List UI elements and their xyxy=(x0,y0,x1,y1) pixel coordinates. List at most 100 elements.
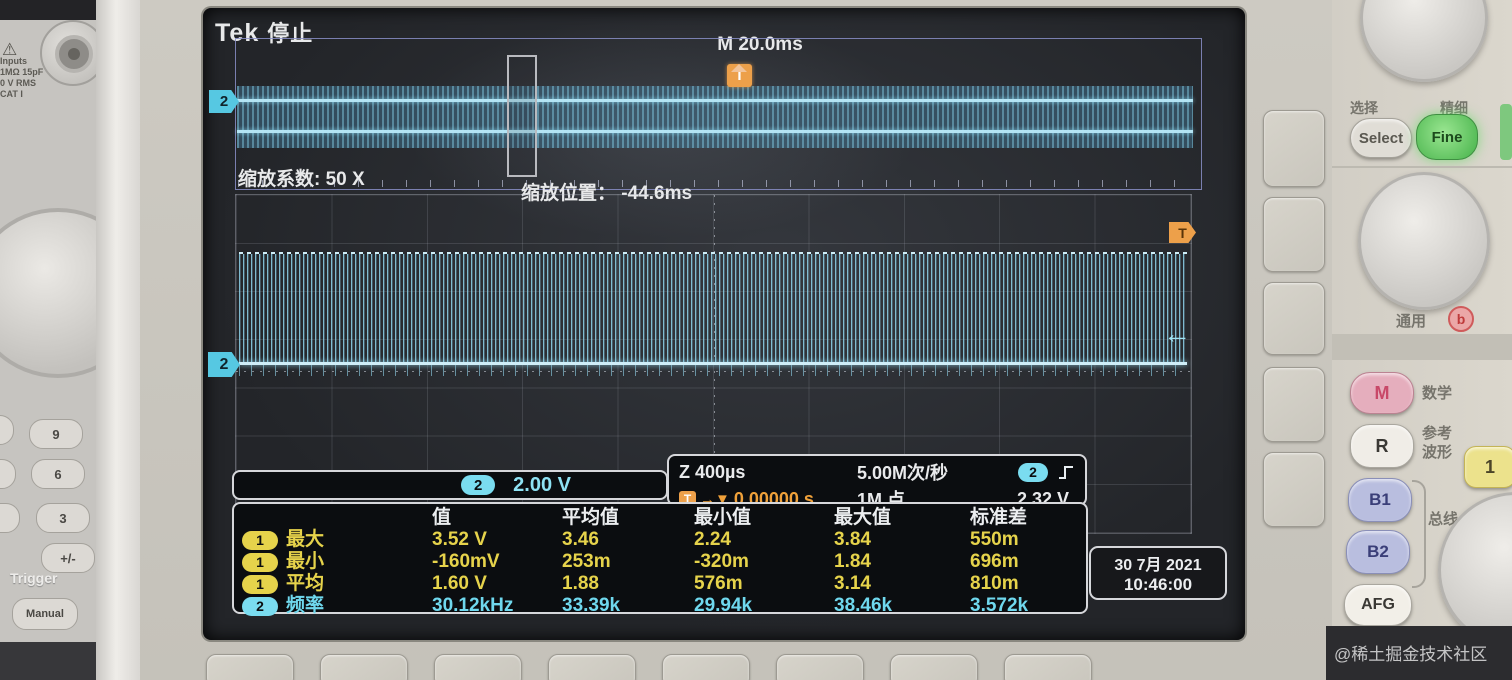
keypad-button-partial[interactable] xyxy=(0,503,20,533)
bus-label: 总线 xyxy=(1428,511,1459,528)
measurement-max: 3.14 xyxy=(834,573,871,594)
measurement-mean: 33.39k xyxy=(562,595,621,616)
spacer xyxy=(242,507,286,529)
side-menu-button-1[interactable] xyxy=(1263,110,1325,187)
keypad-button-9[interactable]: 9 xyxy=(29,419,83,449)
overview-waveform-top-edge xyxy=(237,99,1193,102)
channel2-badge: 2 xyxy=(242,596,278,616)
waveform-under-ticks xyxy=(239,365,1187,376)
tek-logo: Tek xyxy=(215,19,260,47)
measurement-value: 30.12kHz xyxy=(432,595,514,616)
panel-separator-band xyxy=(1332,334,1512,360)
bottom-menu-button-2[interactable] xyxy=(320,654,408,680)
time-readout: 10:46:00 xyxy=(1123,575,1193,594)
keypad-button-partial[interactable] xyxy=(0,459,16,489)
bottom-menu-button-6[interactable] xyxy=(776,654,864,680)
channel2-readout-bar: 2 2.00 V xyxy=(232,470,668,500)
keypad-button-partial[interactable] xyxy=(0,415,14,445)
bottom-menu-button-3[interactable] xyxy=(434,654,522,680)
measurement-value: 3.52 V xyxy=(432,529,487,550)
channel1-badge: 1 xyxy=(242,552,278,572)
multipurpose-b-badge: b xyxy=(1448,306,1474,332)
side-menu-button-4[interactable] xyxy=(1263,367,1325,442)
reference-label: 参考 波形 xyxy=(1422,424,1452,462)
measurement-min: -320m xyxy=(694,551,749,572)
trigger-position-marker: T xyxy=(727,64,752,87)
main-timebase-readout: M 20.0ms xyxy=(717,34,803,55)
bottom-menu-button-7[interactable] xyxy=(890,654,978,680)
b2-bus-button[interactable]: B2 xyxy=(1346,530,1410,574)
side-menu-button-5[interactable] xyxy=(1263,452,1325,527)
zoom-position-readout: 缩放位置： -44.6ms xyxy=(521,178,692,205)
channel2-overview-marker: 2 xyxy=(209,90,239,113)
input-rating-text: 0 V RMS xyxy=(0,78,37,88)
side-menu-button-3[interactable] xyxy=(1263,282,1325,355)
left-instrument-bottom-edge xyxy=(0,642,100,680)
reference-label-line1: 参考 xyxy=(1422,425,1453,442)
input-rating-text: CAT I xyxy=(0,89,23,99)
fine-button[interactable]: Fine xyxy=(1416,114,1478,160)
measurement-name: 最小 xyxy=(286,551,325,572)
oscilloscope-screen: Tek 停止 M 20.0ms 2 T 缩放系数: 50 X 缩放位置： -44… xyxy=(203,8,1245,640)
select-button[interactable]: Select xyxy=(1350,118,1412,158)
date-readout: 30 7月 2021 xyxy=(1114,557,1202,574)
b1-bus-button[interactable]: B1 xyxy=(1348,478,1412,522)
measurements-table: 值 平均值 最小值 最大值 标准差 1 最大 3.52 V 3.46 2.24 … xyxy=(232,502,1088,616)
brand-status: Tek 停止 xyxy=(215,16,313,48)
zoom-timebase-readout: Z 400µs xyxy=(679,461,746,482)
panel-divider xyxy=(1332,166,1512,168)
bottom-menu-button-4[interactable] xyxy=(548,654,636,680)
waveform-baseline xyxy=(239,362,1187,365)
channel2-scale: 2.00 V xyxy=(513,473,571,496)
warning-triangle-icon: ⚠ xyxy=(2,40,18,59)
fine-label: 精细 xyxy=(1440,100,1468,116)
channel1-badge: 1 xyxy=(242,574,278,594)
measurement-value: -160mV xyxy=(432,551,500,572)
side-menu-button-2[interactable] xyxy=(1263,197,1325,272)
acquisition-status: 停止 xyxy=(267,21,314,46)
expansion-arrow-icon: ← xyxy=(1163,318,1191,349)
channel1-button[interactable]: 1 xyxy=(1464,446,1512,488)
keypad-button-6[interactable]: 6 xyxy=(31,459,85,489)
overview-tick-ruler xyxy=(238,180,1194,187)
measurement-min: 29.94k xyxy=(694,595,753,616)
top-knob[interactable] xyxy=(1360,0,1488,82)
measurement-max: 38.46k xyxy=(834,595,893,616)
measurement-std: 810m xyxy=(970,573,1019,594)
input-rating-text: 1MΩ 15pF xyxy=(0,67,44,77)
math-button[interactable]: M xyxy=(1350,372,1414,414)
bnc-ring xyxy=(55,35,93,73)
bnc-connector xyxy=(40,20,106,86)
sample-rate-readout: 5.00M次/秒 xyxy=(857,463,949,483)
col-header-value: 值 xyxy=(432,507,452,528)
select-label: 选择 xyxy=(1350,100,1378,116)
bottom-menu-button-1[interactable] xyxy=(206,654,294,680)
bottom-menu-button-5[interactable] xyxy=(662,654,750,680)
multipurpose-b-knob[interactable] xyxy=(1358,172,1490,310)
input-rating-text: Inputs xyxy=(0,56,27,66)
manual-trigger-button[interactable]: Manual xyxy=(12,598,78,630)
col-header-mean: 平均值 xyxy=(562,507,620,528)
bottom-menu-button-8[interactable] xyxy=(1004,654,1092,680)
reference-button[interactable]: R xyxy=(1350,424,1414,468)
col-header-min: 最小值 xyxy=(694,507,752,528)
row-badge: 1 xyxy=(242,573,286,595)
right-control-panel: 选择 精细 Select Fine 通用 b M 数学 R 参考 波形 B1 B… xyxy=(1332,0,1512,680)
rising-edge-icon xyxy=(1059,465,1073,479)
overview-waveform-texture xyxy=(237,86,1193,148)
measurement-name: 最大 xyxy=(286,529,325,550)
overview-waveform xyxy=(237,86,1193,148)
keypad-button-3[interactable]: 3 xyxy=(36,503,90,533)
measurement-name: 平均 xyxy=(286,573,325,594)
zoomed-waveform xyxy=(239,252,1187,376)
keypad-button-plusminus[interactable]: +/- xyxy=(41,543,95,573)
partial-green-button[interactable] xyxy=(1500,104,1512,160)
measurement-max: 1.84 xyxy=(834,551,871,572)
watermark: @稀土掘金技术社区 xyxy=(1334,645,1488,664)
col-header-max: 最大值 xyxy=(834,507,892,528)
afg-button[interactable]: AFG xyxy=(1344,584,1412,626)
measurement-std: 696m xyxy=(970,551,1019,572)
left-instrument-top-edge xyxy=(0,0,96,20)
photo-shadow-area xyxy=(1326,626,1512,680)
